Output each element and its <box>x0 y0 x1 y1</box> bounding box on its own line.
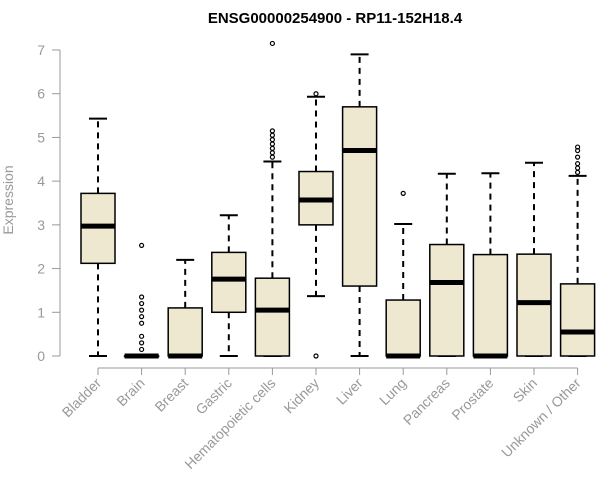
x-tick-label: Lung <box>376 375 409 408</box>
x-tick-label: Pancreas <box>400 375 453 428</box>
y-tick-label: 1 <box>37 304 45 320</box>
y-axis-label: Expression <box>0 165 16 234</box>
box-hematopoietic-cells <box>254 40 291 357</box>
y-tick-label: 6 <box>37 86 45 102</box>
boxes-group <box>80 40 596 359</box>
x-tick-label: Kidney <box>281 375 323 417</box>
outlier-point <box>574 169 581 175</box>
outlier-point <box>269 145 275 151</box>
y-tick-label: 5 <box>37 129 45 145</box>
y-tick-label: 4 <box>37 173 45 189</box>
x-tick-label: Liver <box>333 375 366 408</box>
iqr-box <box>254 277 291 357</box>
outlier-point <box>574 165 581 171</box>
box-gastric <box>211 214 247 357</box>
outlier-point <box>139 294 145 300</box>
outlier-point <box>269 141 275 147</box>
box-brain <box>123 242 160 359</box>
outlier-point <box>574 144 581 150</box>
x-tick-label: Brain <box>113 375 147 409</box>
outlier-point <box>139 346 145 353</box>
outlier-point <box>400 190 406 196</box>
y-axis: 0 1 2 3 4 5 6 7 <box>37 42 61 364</box>
outlier-point <box>269 40 275 47</box>
outlier-point <box>269 132 275 138</box>
box-breast <box>167 258 203 359</box>
outlier-point <box>313 91 319 97</box>
y-tick-label: 7 <box>37 42 45 58</box>
outlier-point <box>139 333 145 339</box>
x-tick-label: Skin <box>510 375 541 406</box>
iqr-box <box>559 283 596 357</box>
box-bladder <box>80 117 116 357</box>
box-lung <box>385 190 421 359</box>
x-tick-label: Bladder <box>59 375 105 421</box>
outlier-point <box>269 154 275 160</box>
outlier-point <box>313 353 319 359</box>
outlier-point <box>574 154 581 160</box>
y-tick-label: 3 <box>37 217 45 233</box>
outlier-point <box>139 314 145 320</box>
outlier-point <box>574 161 581 167</box>
iqr-box <box>341 106 378 287</box>
box-unknown-other <box>559 144 596 357</box>
box-kidney <box>298 91 334 359</box>
y-tick-label: 2 <box>37 261 45 277</box>
box-liver <box>341 53 378 357</box>
y-tick-label: 0 <box>37 348 45 364</box>
iqr-box <box>211 251 247 314</box>
box-skin <box>516 161 552 357</box>
chart-title: ENSG00000254900 - RP11-152H18.4 <box>208 10 463 27</box>
iqr-box <box>472 253 509 357</box>
x-tick-label: Breast <box>151 375 191 415</box>
outlier-point <box>269 128 275 134</box>
outlier-point <box>269 150 275 156</box>
iqr-box <box>385 299 421 357</box>
outlier-point <box>139 242 145 249</box>
outlier-point <box>139 300 145 307</box>
x-tick-label: Prostate <box>448 375 496 423</box>
x-tick-label: Gastric <box>192 375 235 418</box>
outlier-point <box>139 307 145 313</box>
box-prostate <box>472 172 509 359</box>
iqr-box <box>429 243 465 357</box>
box-pancreas <box>429 172 465 357</box>
x-tick-label: Unknown / Other <box>498 375 584 461</box>
iqr-box <box>167 307 203 357</box>
outlier-point <box>139 340 145 346</box>
outlier-point <box>269 137 275 143</box>
outlier-point <box>139 320 145 326</box>
